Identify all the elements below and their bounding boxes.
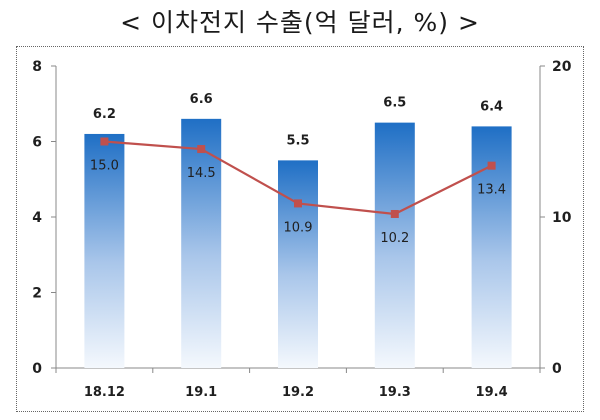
- chart-frame: [16, 46, 584, 412]
- x-tick-label: 19.4: [476, 385, 508, 400]
- line-value-label: 14.5: [187, 166, 216, 181]
- line-point: [100, 137, 109, 146]
- y-left-tick-label: 0: [32, 361, 42, 377]
- line-value-label: 10.2: [380, 231, 409, 246]
- bar-value-label: 6.6: [190, 92, 213, 107]
- line-value-label: 10.9: [284, 220, 313, 235]
- bar: [84, 133, 125, 368]
- bar-value-label: 6.2: [93, 107, 116, 122]
- y-right-tick-label: 10: [552, 210, 572, 226]
- y-left-tick-label: 6: [32, 135, 42, 151]
- bar-value-label: 6.4: [480, 99, 503, 114]
- line-point: [197, 145, 206, 154]
- y-right-tick-label: 20: [552, 59, 572, 75]
- line-point: [487, 161, 496, 170]
- line-point: [390, 209, 399, 218]
- y-right-tick-label: 0: [552, 361, 562, 377]
- x-tick-label: 18.12: [84, 385, 125, 400]
- bar: [374, 122, 415, 368]
- line-value-label: 13.4: [477, 183, 506, 198]
- x-tick-label: 19.3: [379, 385, 411, 400]
- y-left-tick-label: 2: [32, 286, 42, 302]
- y-left-tick-label: 8: [32, 59, 42, 75]
- x-tick-label: 19.1: [185, 385, 217, 400]
- bar: [181, 118, 222, 368]
- bar: [278, 160, 318, 368]
- y-left-tick-label: 4: [32, 210, 42, 226]
- line-point: [294, 199, 302, 208]
- x-tick-label: 19.2: [282, 385, 314, 400]
- line-value-label: 15.0: [90, 159, 119, 174]
- chart-title: < 이차전지 수출(억 달러, %) >: [120, 8, 480, 37]
- bar-value-label: 6.5: [383, 96, 406, 111]
- bar-value-label: 5.5: [286, 133, 309, 148]
